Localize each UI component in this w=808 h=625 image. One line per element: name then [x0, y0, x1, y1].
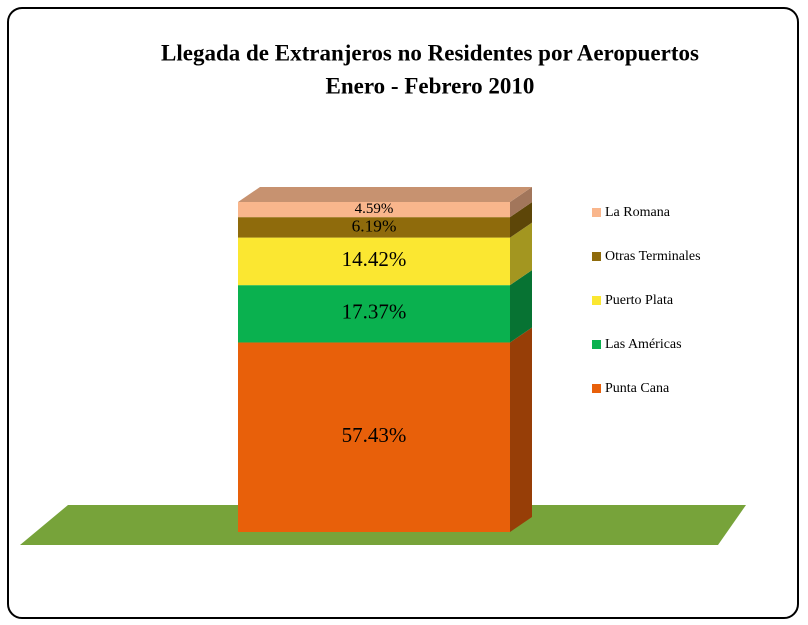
bar-segment — [238, 237, 510, 286]
data-label: 14.42% — [342, 247, 407, 271]
bar-side — [510, 270, 532, 343]
bar-side — [510, 327, 532, 532]
legend-label: Punta Cana — [605, 381, 670, 396]
legend-swatch — [592, 340, 601, 349]
bar-segment — [238, 202, 510, 218]
chart-subtitle: Enero - Febrero 2010 — [326, 73, 535, 98]
data-label: 6.19% — [352, 216, 397, 235]
legend-label: La Romana — [605, 205, 671, 220]
legend-swatch — [592, 296, 601, 305]
legend-label: Puerto Plata — [605, 293, 674, 308]
legend-swatch — [592, 384, 601, 393]
data-label: 57.43% — [342, 423, 407, 447]
bar-top — [238, 187, 532, 202]
chart-title: Llegada de Extranjeros no Residentes por… — [161, 40, 699, 65]
data-label: 17.37% — [342, 300, 407, 324]
legend-swatch — [592, 208, 601, 217]
bar-side — [510, 187, 532, 218]
bar-segment — [238, 217, 510, 238]
bar-side — [510, 202, 532, 238]
data-label: 4.59% — [355, 201, 394, 217]
legend-label: Las Américas — [605, 337, 682, 352]
bar-segment — [238, 342, 510, 532]
bar-side — [510, 222, 532, 286]
legend-swatch — [592, 252, 601, 261]
bar-segment — [238, 285, 510, 343]
legend-label: Otras Terminales — [605, 249, 701, 264]
